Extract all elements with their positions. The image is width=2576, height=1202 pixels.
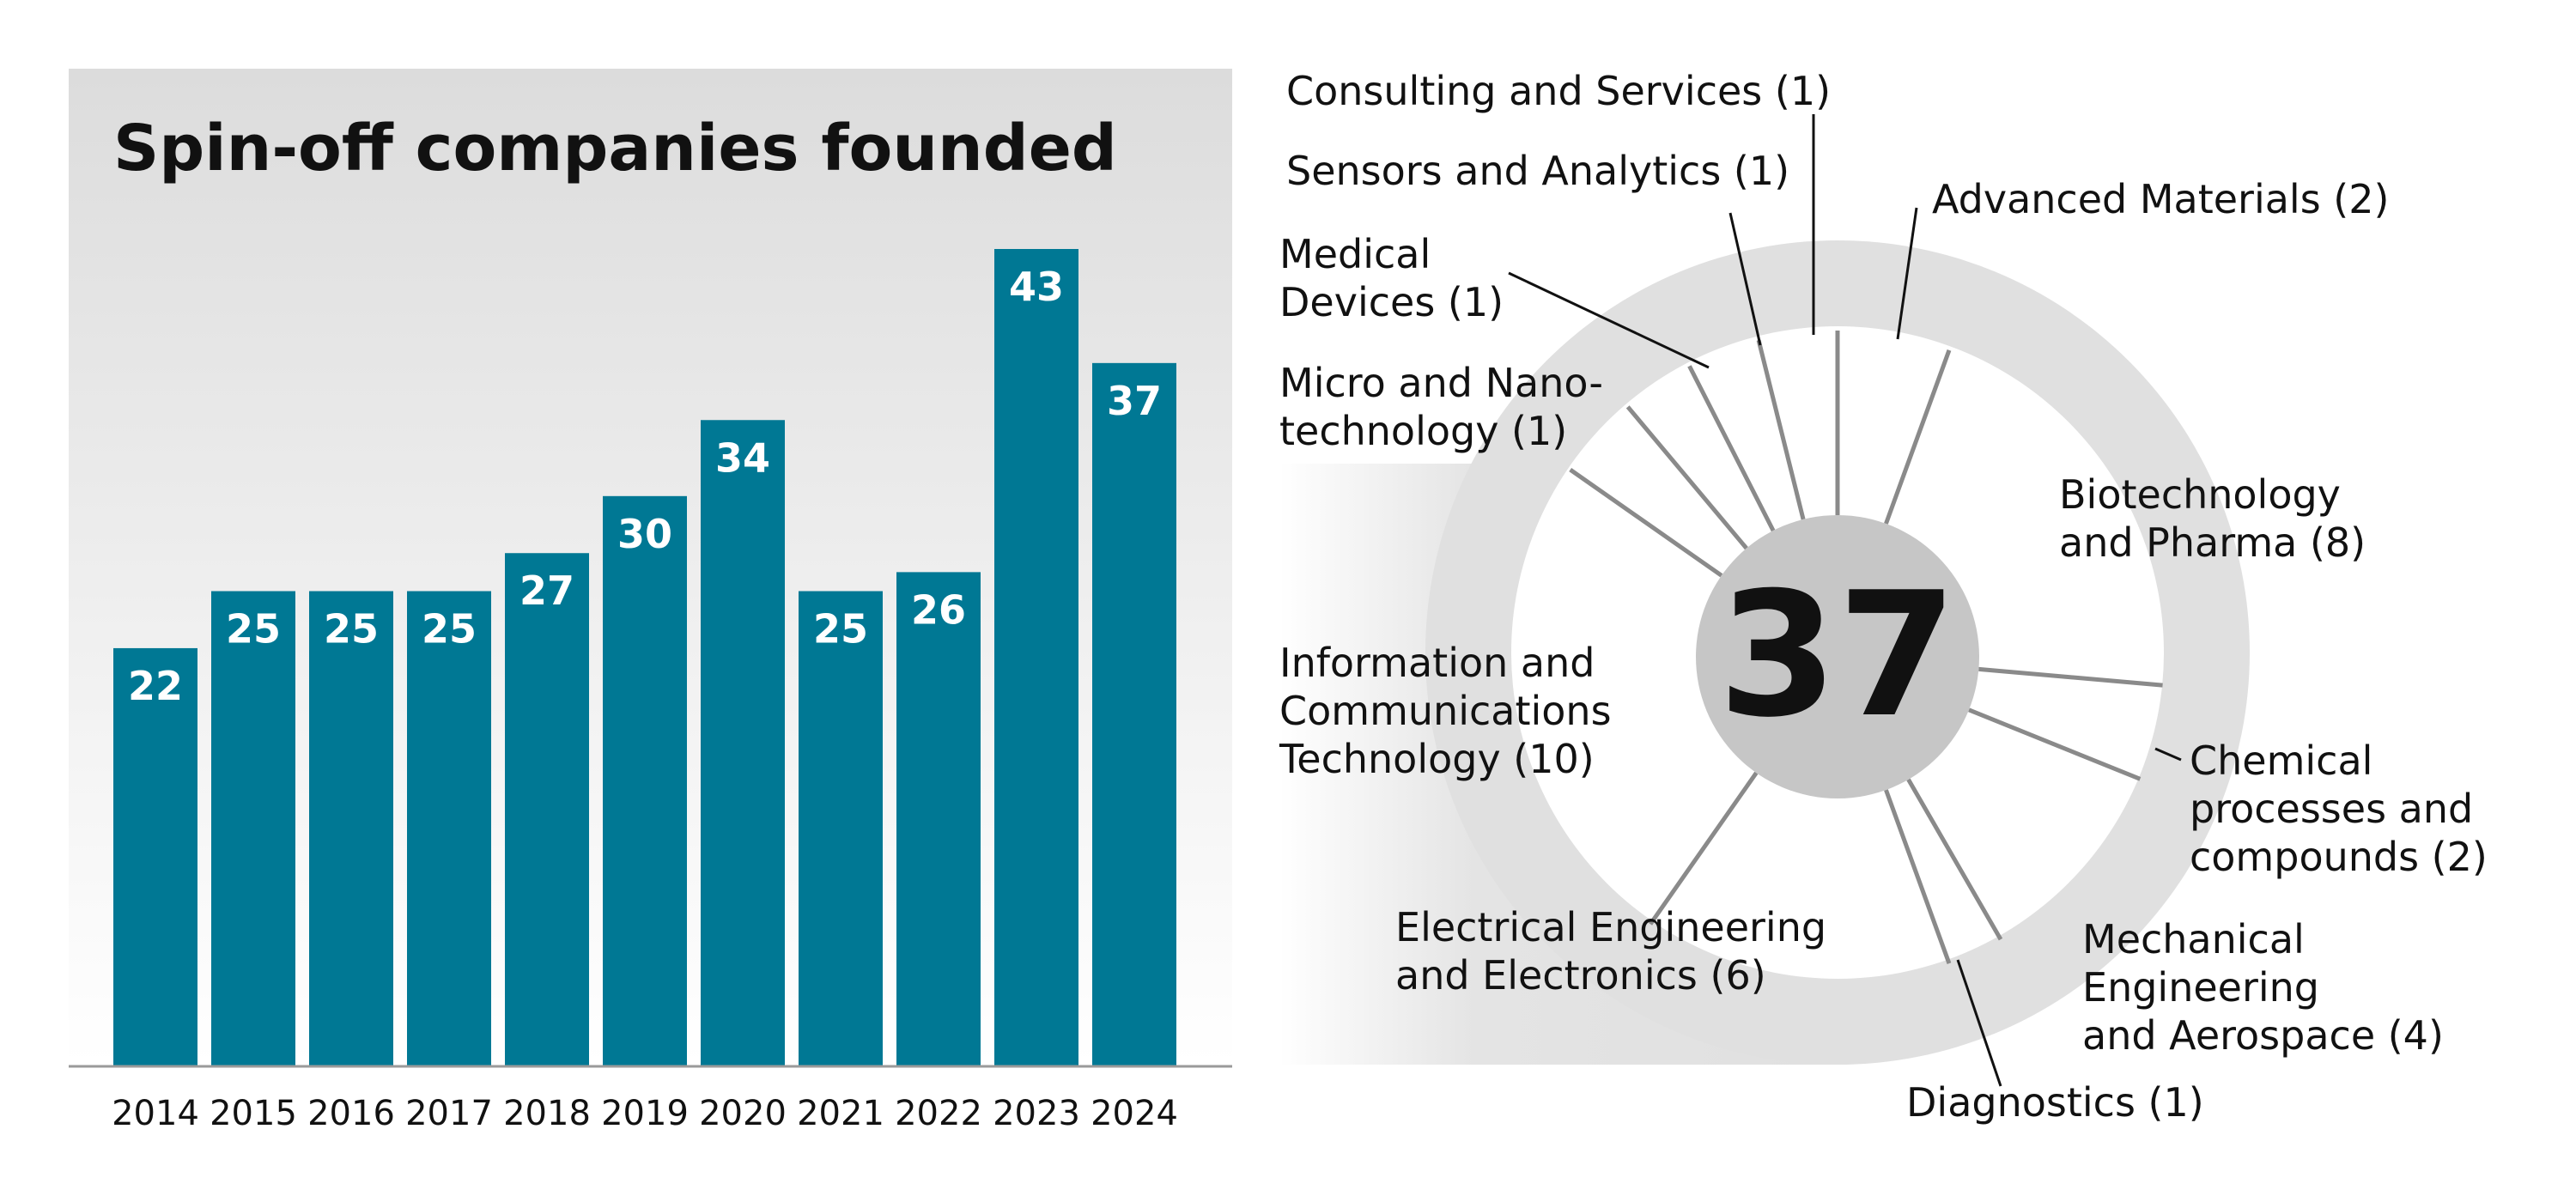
- x-tick-2023: 2023: [993, 1094, 1080, 1133]
- bar-value-label-2015: 25: [226, 606, 281, 653]
- bar-value-label-2018: 27: [519, 568, 574, 614]
- x-tick-2015: 2015: [210, 1094, 297, 1133]
- bar-2020: [701, 420, 785, 1066]
- spoke-electrical-engineering-and-electronics: [1648, 771, 1759, 926]
- x-tick-2021: 2021: [797, 1094, 884, 1133]
- bar-value-label-2024: 37: [1107, 378, 1162, 424]
- label-mechanical: Mechanical Engineering and Aerospace (4): [2082, 916, 2444, 1059]
- label-electrical: Electrical Engineering and Electronics (…: [1395, 904, 1839, 999]
- x-tick-2024: 2024: [1091, 1094, 1178, 1133]
- spoke-mechanical-engineering-and-aerospace: [1906, 778, 2003, 941]
- leader-diagnostics: [1956, 959, 2002, 1087]
- x-tick-2020: 2020: [699, 1094, 787, 1133]
- bar-2022: [896, 572, 981, 1066]
- label-sensors: Sensors and Analytics (1): [1286, 148, 1789, 194]
- bar-2016: [309, 591, 393, 1066]
- bar-chart: Spin-off companies founded 22 25 25 25 27 30 3…: [69, 69, 1232, 1133]
- label-biotech: Biotechnology and Pharma (8): [2059, 471, 2366, 566]
- label-diagnostics: Diagnostics (1): [1906, 1079, 2204, 1126]
- label-medical: Medical Devices (1): [1279, 231, 1504, 325]
- bar-value-label-2022: 26: [911, 586, 966, 633]
- bar-value-label-2023: 43: [1009, 264, 1064, 310]
- spoke-chemical-processes-and-compounds: [1968, 707, 2142, 781]
- leader-chemical: [2154, 747, 2182, 762]
- spoke-diagnostics: [1884, 789, 1952, 964]
- bar-2024: [1092, 362, 1176, 1066]
- spoke-medical-devices: [1687, 365, 1776, 532]
- x-tick-2014: 2014: [112, 1094, 199, 1133]
- spoke-biotechnology-and-pharma: [1978, 666, 2163, 688]
- bar-chart-title: Spin-off companies founded: [113, 112, 1117, 185]
- label-micro: Micro and Nano- technology (1): [1279, 360, 1616, 454]
- label-advanced: Advanced Materials (2): [1932, 176, 2389, 222]
- spoke-sensors-and-analytics: [1756, 339, 1806, 520]
- bar-2015: [211, 591, 295, 1066]
- bar-value-label-2019: 30: [617, 511, 672, 557]
- leader-lines: [1508, 114, 2182, 1087]
- label-ict: Information and Communications Technolog…: [1279, 640, 1624, 782]
- bar-value-label-2017: 25: [422, 606, 477, 653]
- label-chemical: Chemical processes and compounds (2): [2190, 738, 2488, 880]
- bar-2021: [799, 591, 883, 1066]
- x-tick-2017: 2017: [405, 1094, 493, 1133]
- x-tick-2022: 2022: [895, 1094, 982, 1133]
- spoke-lines: [1569, 331, 2163, 964]
- label-consulting: Consulting and Services (1): [1286, 68, 1831, 114]
- leader-medical: [1508, 271, 1710, 369]
- bar-2018: [505, 553, 589, 1066]
- spoke-micro-and-nanotechnology: [1625, 405, 1748, 550]
- bar-value-label-2016: 25: [324, 606, 379, 653]
- x-tick-2018: 2018: [503, 1094, 591, 1133]
- x-tick-2019: 2019: [601, 1094, 689, 1133]
- leader-sensors: [1728, 212, 1762, 346]
- bar-2014: [113, 647, 197, 1066]
- leader-advanced: [1896, 207, 1918, 340]
- bar-2023: [994, 249, 1078, 1066]
- x-axis-tick-labels: 2014 2015 2016 2017 2018 2019 2020 2021 2022 2023…: [112, 1094, 1178, 1133]
- bar-value-label-2020: 34: [715, 434, 770, 481]
- bar-series: 22 25 25 25 27 30 34 25 26 43 37: [113, 249, 1176, 1066]
- radial-chart: 37 Consulting and Services (1) Sensors a…: [1279, 68, 2488, 1126]
- x-tick-2016: 2016: [307, 1094, 395, 1133]
- bar-value-label-2014: 22: [128, 663, 183, 709]
- bar-2017: [407, 591, 491, 1066]
- center-total: 37: [1718, 555, 1957, 756]
- spoke-advanced-materials: [1884, 349, 1952, 525]
- center-disc: [1696, 515, 1979, 798]
- bar-value-label-2021: 25: [813, 606, 868, 653]
- bar-2019: [603, 495, 687, 1066]
- spoke-information-and-communications-technology: [1569, 467, 1723, 578]
